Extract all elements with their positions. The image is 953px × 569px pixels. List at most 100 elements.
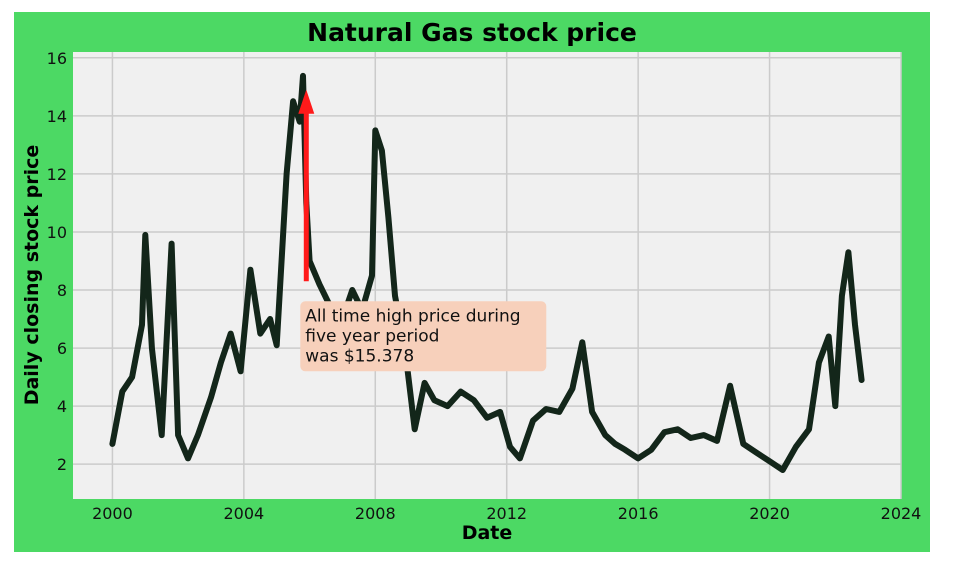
x-tick-label: 2024 bbox=[881, 504, 922, 523]
data-point bbox=[517, 455, 523, 461]
data-point bbox=[661, 429, 668, 435]
data-point bbox=[569, 386, 576, 392]
data-point bbox=[675, 426, 681, 432]
data-point bbox=[185, 455, 191, 461]
data-point bbox=[238, 368, 244, 374]
data-point bbox=[218, 360, 224, 366]
data-point bbox=[806, 426, 812, 432]
annotation-arrow-head bbox=[298, 89, 315, 114]
data-point bbox=[274, 342, 280, 348]
x-tick-label: 2004 bbox=[223, 504, 264, 523]
y-tick-label: 6 bbox=[57, 339, 67, 358]
x-axis-label: Date bbox=[462, 522, 513, 544]
y-axis-label: Daily closing stock price bbox=[21, 145, 43, 406]
data-point bbox=[635, 455, 641, 461]
figure: Natural Gas stock price 2 4 6 8 10 12 14 16 200… bbox=[14, 12, 930, 552]
data-point bbox=[445, 403, 451, 409]
y-tick-label: 14 bbox=[47, 107, 67, 126]
data-point bbox=[727, 383, 733, 389]
data-point bbox=[257, 331, 263, 337]
annotation: All time high price during five year per… bbox=[298, 89, 547, 372]
data-point bbox=[543, 406, 549, 412]
y-tick-label: 10 bbox=[47, 223, 67, 242]
chart: Natural Gas stock price 2 4 6 8 10 12 14 16 200… bbox=[21, 18, 921, 544]
data-point bbox=[622, 447, 628, 453]
data-point bbox=[767, 458, 773, 464]
plot-area bbox=[73, 52, 901, 499]
data-point bbox=[852, 322, 858, 328]
data-point bbox=[228, 331, 234, 337]
data-point bbox=[316, 281, 322, 287]
data-point bbox=[507, 444, 513, 450]
data-point bbox=[589, 409, 595, 415]
data-point bbox=[159, 432, 165, 438]
data-point bbox=[300, 73, 306, 79]
data-point bbox=[297, 119, 303, 125]
data-point bbox=[290, 98, 296, 104]
data-point bbox=[139, 322, 145, 328]
data-point bbox=[714, 438, 720, 444]
series-layer bbox=[109, 72, 865, 473]
data-point bbox=[129, 374, 135, 380]
x-tick-label: 2016 bbox=[618, 504, 659, 523]
data-point bbox=[385, 214, 391, 220]
data-point bbox=[484, 415, 490, 421]
data-point bbox=[422, 380, 428, 386]
data-point bbox=[826, 333, 832, 340]
x-tick-label: 2020 bbox=[749, 504, 790, 523]
data-point bbox=[816, 360, 822, 366]
data-point bbox=[208, 394, 214, 400]
data-point bbox=[267, 316, 273, 322]
data-point bbox=[753, 450, 760, 456]
data-point bbox=[740, 441, 746, 447]
data-point bbox=[612, 441, 618, 447]
data-point bbox=[839, 293, 845, 299]
data-point bbox=[119, 389, 125, 395]
data-point bbox=[175, 432, 181, 438]
x-tick-label: 2012 bbox=[486, 504, 527, 523]
x-tick-label: 2008 bbox=[355, 504, 396, 523]
data-point bbox=[379, 148, 385, 154]
annotation-text-line: All time high price during bbox=[305, 306, 520, 326]
annotation-text-line: was $15.378 bbox=[305, 346, 414, 366]
data-point bbox=[412, 426, 418, 432]
y-tick-label: 16 bbox=[47, 49, 67, 68]
data-point bbox=[793, 444, 799, 450]
y-tick-label: 8 bbox=[57, 281, 67, 300]
data-point bbox=[530, 418, 536, 424]
data-point bbox=[556, 409, 562, 415]
data-point bbox=[369, 272, 375, 279]
data-point bbox=[602, 432, 608, 438]
y-tick-label: 12 bbox=[47, 165, 67, 184]
data-point bbox=[169, 241, 175, 247]
data-point bbox=[832, 403, 838, 409]
data-point bbox=[349, 287, 355, 293]
series-line bbox=[109, 72, 865, 473]
data-point bbox=[149, 345, 155, 351]
data-point bbox=[859, 377, 865, 383]
annotation-text-line: five year period bbox=[305, 326, 439, 346]
x-axis-ticks: 2000 2004 2008 2012 2016 2020 2024 bbox=[92, 504, 921, 523]
y-tick-label: 4 bbox=[57, 397, 67, 416]
x-tick-label: 2000 bbox=[92, 504, 133, 523]
data-point bbox=[195, 432, 201, 438]
data-point bbox=[284, 171, 290, 177]
data-point bbox=[701, 432, 707, 438]
data-point bbox=[372, 127, 378, 133]
data-point bbox=[780, 467, 786, 473]
data-point bbox=[688, 435, 694, 441]
data-point bbox=[471, 397, 477, 403]
data-point bbox=[579, 339, 585, 345]
data-point bbox=[458, 389, 464, 395]
y-tick-label: 2 bbox=[57, 455, 67, 474]
data-point bbox=[845, 249, 852, 255]
annotation-box bbox=[300, 301, 547, 372]
data-point bbox=[247, 267, 253, 273]
data-point bbox=[109, 441, 115, 447]
data-point bbox=[648, 447, 654, 453]
data-point bbox=[431, 397, 437, 403]
y-axis-ticks: 2 4 6 8 10 12 14 16 bbox=[47, 49, 67, 474]
data-point bbox=[392, 293, 398, 299]
data-point bbox=[497, 409, 503, 415]
chart-title: Natural Gas stock price bbox=[307, 18, 637, 47]
